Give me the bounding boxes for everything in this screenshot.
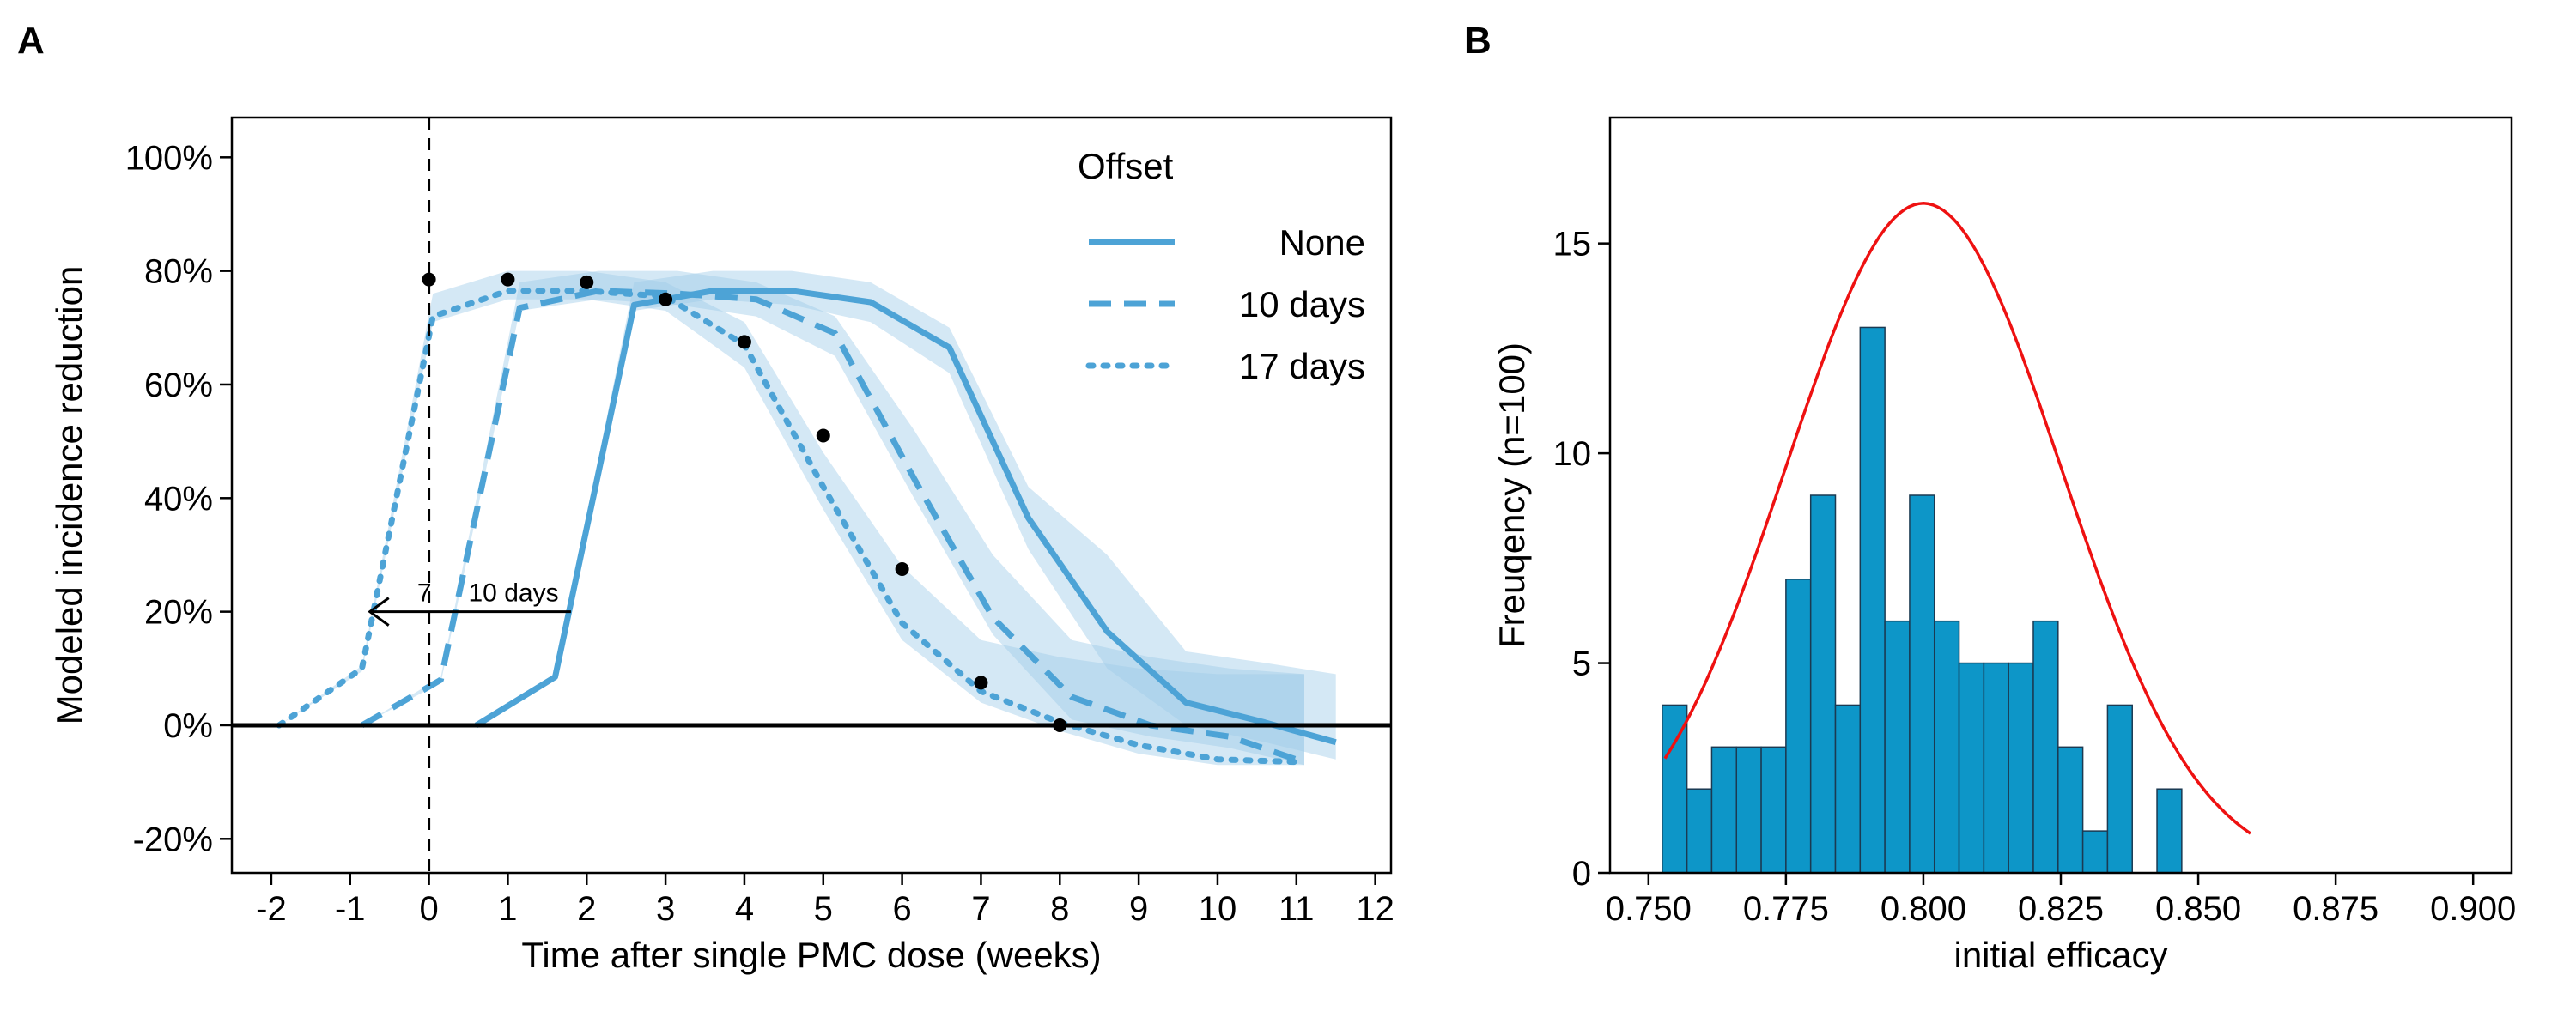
x-tick-label: 0.825 <box>2018 890 2104 928</box>
y-tick-label: 100% <box>125 139 213 177</box>
panel-a-uncertainty-bands <box>279 270 1336 766</box>
x-tick-label: -2 <box>256 890 287 928</box>
histogram-bar <box>1859 326 1886 874</box>
x-tick-label: 1 <box>498 890 517 928</box>
histogram-bar <box>1710 746 1738 874</box>
x-tick-label: 0.775 <box>1743 890 1829 928</box>
observed-point <box>580 275 594 289</box>
x-tick-label: 7 <box>971 890 990 928</box>
observed-point <box>974 676 988 690</box>
observed-point <box>737 335 751 349</box>
histogram-bar <box>1760 746 1787 874</box>
histogram-bar <box>1785 579 1812 874</box>
histogram-bar <box>1958 662 1985 874</box>
x-tick-label: 0 <box>419 890 438 928</box>
legend-label: 10 days <box>1239 284 1365 324</box>
x-tick-label: 0.900 <box>2430 890 2516 928</box>
histogram-bar <box>1909 494 1935 874</box>
panel-a-plot-frame <box>230 116 1393 875</box>
panel-a: A 7 10 days -2 -1 0 1 2 3 4 5 6 7 8 9 10 11 12 -20%0%2… <box>17 20 1394 975</box>
x-tick-label: 4 <box>735 890 754 928</box>
observed-point <box>501 272 515 287</box>
panel-a-reference-lines <box>232 118 1391 873</box>
y-tick-label: 40% <box>144 480 213 518</box>
histogram-bar <box>1983 662 2009 874</box>
x-tick-label: 0.800 <box>1880 890 1966 928</box>
legend-label: None <box>1279 222 1365 263</box>
histogram-bar <box>2081 830 2109 874</box>
histogram-bar <box>2057 746 2084 874</box>
x-tick-label: 8 <box>1050 890 1069 928</box>
panel-a-series-lines <box>276 288 1337 766</box>
panel-b-x-axis: 0.750 0.775 0.800 0.825 0.850 0.875 0.900 <box>1606 873 2516 928</box>
panel-b-y-axis: 0 5 10 15 <box>1553 226 1610 893</box>
panel-b-normal-curve <box>1663 202 2251 835</box>
observed-point <box>659 292 673 306</box>
observed-point <box>1053 718 1067 732</box>
histogram-bar <box>2032 620 2059 874</box>
panel-b-letter: B <box>1464 20 1492 62</box>
y-tick-label: 10 <box>1553 435 1592 473</box>
x-tick-label: 0.750 <box>1606 890 1692 928</box>
panel-a-observed-points <box>422 272 1067 732</box>
y-tick-label: 15 <box>1553 226 1592 264</box>
x-tick-label: 5 <box>814 890 833 928</box>
uncertainty-band-solid <box>476 270 1336 760</box>
panel-a-x-axis: -2 -1 0 1 2 3 4 5 6 7 8 9 10 11 12 <box>256 873 1394 928</box>
panel-a-annotation: 7 10 days <box>368 579 571 627</box>
x-tick-label: 9 <box>1129 890 1148 928</box>
x-tick-label: 0.875 <box>2293 890 2379 928</box>
observed-point <box>816 428 830 443</box>
x-tick-label: 2 <box>577 890 596 928</box>
y-tick-label: 5 <box>1572 645 1591 683</box>
legend-title: Offset <box>1078 146 1174 186</box>
histogram-bar <box>1834 704 1862 874</box>
histogram-bar <box>1933 620 1960 874</box>
y-tick-label: 20% <box>144 594 213 632</box>
offset-arrow-head <box>368 597 390 627</box>
x-tick-label: 0.850 <box>2155 890 2241 928</box>
panel-b: B 0.750 0.775 0.800 0.825 0.850 0.875 0.900 0 5… <box>1464 20 2516 975</box>
histogram-bar <box>1884 620 1911 874</box>
observed-point <box>895 562 909 577</box>
x-tick-label: 12 <box>1356 890 1394 928</box>
histogram-bar <box>1735 746 1762 874</box>
annotation-text-a: 7 <box>417 579 432 608</box>
panel-b-x-axis-title: initial efficacy <box>1953 935 2167 975</box>
x-tick-label: 3 <box>656 890 675 928</box>
panel-a-letter: A <box>17 20 45 62</box>
x-tick-label: 6 <box>892 890 911 928</box>
y-tick-label: -20% <box>133 821 213 858</box>
legend-label: 17 days <box>1239 346 1365 386</box>
panel-b-y-axis-title: Freuqency (n=100) <box>1492 342 1532 648</box>
histogram-bar <box>1686 788 1713 874</box>
series-line-solid <box>474 288 1337 746</box>
series-line-dotted <box>276 288 1308 766</box>
histogram-bar <box>2008 662 2034 874</box>
annotation-text-b: 10 days <box>469 579 559 608</box>
y-tick-label: 0% <box>163 707 213 745</box>
x-tick-label: -1 <box>335 890 366 928</box>
y-tick-label: 60% <box>144 367 213 404</box>
panel-a-y-axis: -20% 0% 20% 40% 60% 80% 100% <box>125 139 232 858</box>
uncertainty-band-dotted <box>279 270 1305 766</box>
y-tick-label: 0 <box>1572 855 1591 893</box>
y-tick-label: 80% <box>144 253 213 291</box>
panel-a-legend: Offset None 10 days 17 days <box>1078 146 1365 386</box>
panel-a-x-axis-title: Time after single PMC dose (weeks) <box>521 935 1101 975</box>
uncertainty-band-dashed <box>361 270 1304 766</box>
histogram-bar <box>2156 788 2183 874</box>
histogram-bar <box>1809 494 1837 874</box>
histogram-bar <box>2106 704 2133 874</box>
x-tick-label: 11 <box>1279 890 1315 928</box>
x-tick-label: 10 <box>1199 890 1237 928</box>
observed-point <box>422 272 436 287</box>
panel-a-y-axis-title: Modeled incidence reduction <box>49 266 89 725</box>
